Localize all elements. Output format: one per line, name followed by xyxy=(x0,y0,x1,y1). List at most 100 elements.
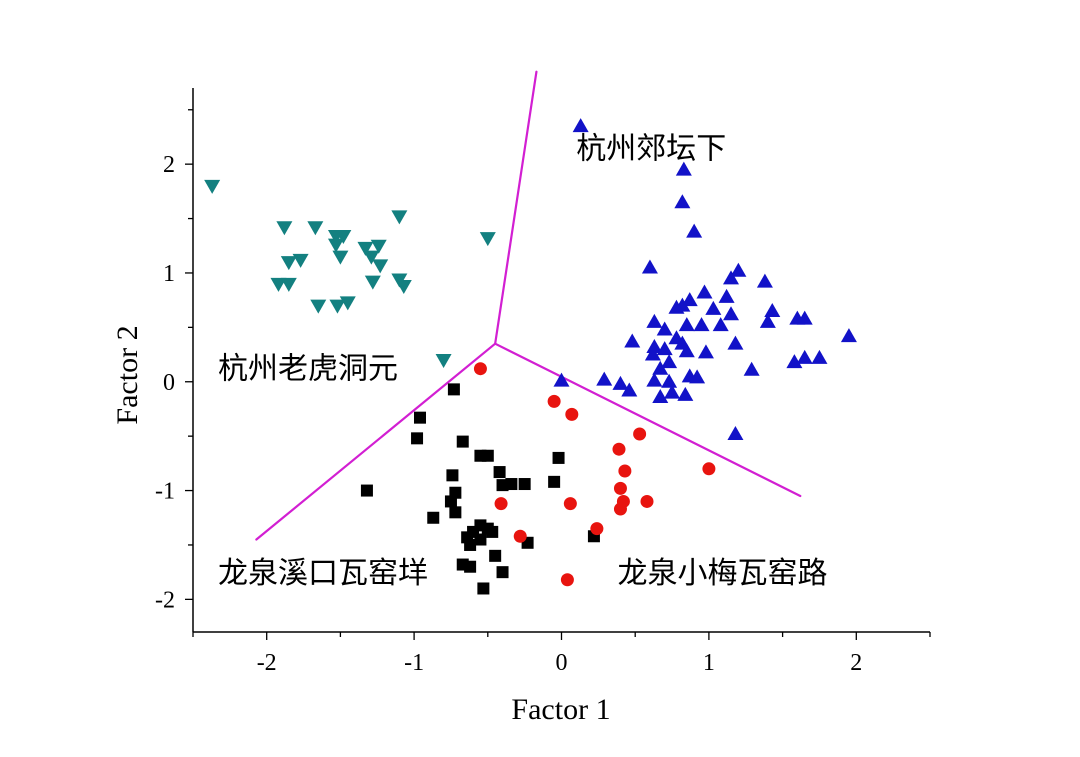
data-point-circle xyxy=(590,522,604,536)
data-point-triangle-up xyxy=(644,346,661,361)
x-tick-label: 1 xyxy=(703,650,715,676)
data-point-triangle-up xyxy=(678,317,695,332)
data-point-triangle-down xyxy=(370,239,387,254)
region-label: 杭州郊坛下 xyxy=(576,133,726,166)
data-point-triangle-down xyxy=(292,253,309,268)
data-point-circle xyxy=(494,497,508,511)
data-point-triangle-up xyxy=(796,310,813,325)
region-label: 杭州老虎洞元 xyxy=(218,352,398,385)
data-point-triangle-up xyxy=(786,354,803,369)
data-point-triangle-down xyxy=(435,354,452,368)
data-point-triangle-down xyxy=(391,210,408,225)
data-point-square xyxy=(548,475,561,488)
data-point-triangle-up xyxy=(674,194,691,209)
data-point-square xyxy=(552,451,565,464)
data-point-triangle-down xyxy=(280,256,297,271)
data-point-circle xyxy=(640,494,654,508)
data-point-triangle-down xyxy=(329,299,346,314)
data-point-triangle-up xyxy=(572,118,589,133)
boundary-line-2 xyxy=(494,342,802,498)
x-tick-label: -2 xyxy=(257,650,277,676)
data-point-triangle-up xyxy=(661,373,678,388)
data-point-circle xyxy=(563,497,577,511)
data-point-triangle-up xyxy=(759,313,776,328)
data-point-triangle-down xyxy=(310,299,327,314)
data-point-triangle-down xyxy=(372,259,389,274)
data-point-triangle-up xyxy=(664,384,681,399)
data-point-triangle-up xyxy=(796,349,813,364)
data-point-triangle-up xyxy=(689,369,706,384)
y-tick-label: 2 xyxy=(163,152,175,178)
data-point-circle xyxy=(560,573,574,587)
data-point-square xyxy=(411,432,424,445)
data-point-triangle-down xyxy=(307,221,324,236)
data-point-triangle-up xyxy=(686,223,703,238)
data-point-square xyxy=(464,538,477,551)
data-point-triangle-up xyxy=(668,299,685,314)
axes: -2 -1 0 1 2 -2 -1 0 1 2 xyxy=(155,88,931,676)
data-point-triangle-up xyxy=(646,313,663,328)
data-point-triangle-down xyxy=(395,280,412,295)
data-point-triangle-down xyxy=(276,221,293,236)
data-point-triangle-up xyxy=(705,300,722,315)
data-point-circle xyxy=(612,442,626,456)
series-triangle-up xyxy=(553,118,857,440)
data-point-triangle-up xyxy=(811,349,828,364)
data-point-triangle-up xyxy=(661,354,678,369)
data-point-triangle-up xyxy=(656,321,673,336)
data-point-circle xyxy=(613,481,627,495)
data-point-square xyxy=(493,466,506,479)
data-point-triangle-down xyxy=(327,238,344,253)
data-point-triangle-up xyxy=(696,284,713,299)
series-square xyxy=(360,383,600,595)
data-point-triangle-up xyxy=(553,372,570,387)
x-tick-label: 2 xyxy=(850,650,862,676)
data-point-triangle-up xyxy=(646,338,663,353)
data-point-square xyxy=(489,549,502,562)
data-point-square xyxy=(518,478,531,491)
data-point-triangle-down xyxy=(204,179,221,194)
data-point-triangle-down xyxy=(363,250,380,265)
data-points xyxy=(204,118,857,595)
data-point-square xyxy=(456,435,469,448)
data-point-circle xyxy=(618,464,632,478)
y-axis-title: Factor 2 xyxy=(111,325,144,424)
y-tick-label: -2 xyxy=(155,587,175,613)
data-point-circle xyxy=(702,462,716,476)
x-tick-label: -1 xyxy=(404,650,424,676)
data-point-triangle-up xyxy=(678,343,695,358)
data-point-circle xyxy=(613,502,627,516)
data-point-square xyxy=(449,506,462,519)
data-point-square xyxy=(446,469,459,482)
y-tick-label: 1 xyxy=(163,261,175,287)
data-point-triangle-up xyxy=(764,303,781,318)
data-point-triangle-down xyxy=(280,277,297,292)
region-label: 龙泉溪口瓦窑垟 xyxy=(218,557,428,590)
data-point-triangle-down xyxy=(335,229,352,244)
data-point-triangle-up xyxy=(656,341,673,356)
data-point-triangle-down xyxy=(364,275,381,290)
data-point-circle xyxy=(565,407,579,421)
data-point-triangle-up xyxy=(727,425,744,440)
data-point-triangle-up xyxy=(596,371,613,386)
y-tick-label: 0 xyxy=(163,370,175,396)
data-point-triangle-up xyxy=(624,333,641,348)
data-point-triangle-up xyxy=(675,161,692,176)
data-point-square xyxy=(464,560,477,573)
series-circle xyxy=(473,362,716,587)
data-point-square xyxy=(447,383,460,396)
data-point-triangle-up xyxy=(641,259,658,274)
data-point-triangle-up xyxy=(652,360,669,375)
data-point-triangle-up xyxy=(730,262,747,277)
data-point-triangle-up xyxy=(727,335,744,350)
data-point-circle xyxy=(633,427,647,441)
data-point-triangle-down xyxy=(357,241,374,256)
data-point-triangle-up xyxy=(756,273,773,288)
x-tick-label: 0 xyxy=(556,650,568,676)
x-axis-title: Factor 1 xyxy=(511,693,610,726)
data-point-square xyxy=(360,484,373,497)
data-point-square xyxy=(496,479,509,492)
data-point-triangle-down xyxy=(332,250,349,265)
data-point-triangle-up xyxy=(697,344,714,359)
